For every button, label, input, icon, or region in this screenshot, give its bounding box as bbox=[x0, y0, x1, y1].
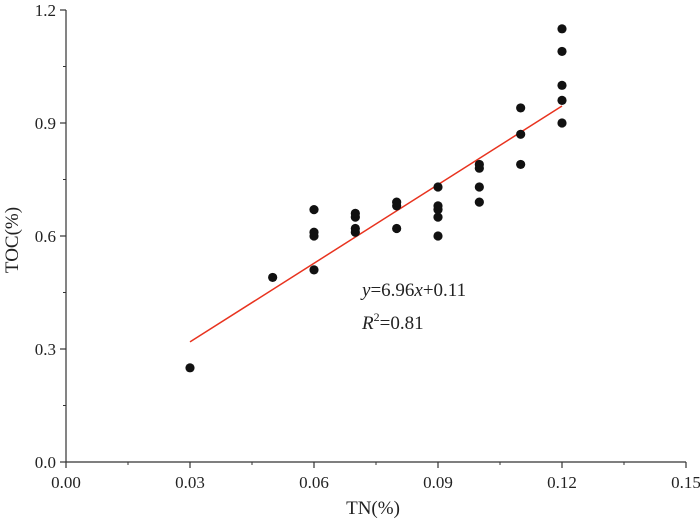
x-tick-label: 0.12 bbox=[547, 473, 577, 492]
data-points bbox=[185, 24, 567, 373]
data-point bbox=[309, 265, 319, 275]
r-squared-r: R bbox=[361, 313, 374, 334]
data-point bbox=[516, 129, 526, 139]
data-point bbox=[433, 201, 443, 211]
data-point bbox=[350, 208, 360, 218]
data-point bbox=[474, 182, 484, 192]
data-point bbox=[433, 231, 443, 241]
y-tick-label: 1.2 bbox=[35, 1, 56, 20]
regression-equation: y=6.96x+0.11 bbox=[360, 280, 466, 301]
data-point bbox=[557, 24, 567, 34]
data-point bbox=[557, 118, 567, 128]
x-tick-label: 0.06 bbox=[299, 473, 329, 492]
y-tick-label: 0.3 bbox=[35, 340, 56, 359]
y-axis-title: TOC(%) bbox=[2, 207, 23, 273]
y-tick-label: 0.0 bbox=[35, 453, 56, 472]
axes: 0.00 0.03 0.06 0.09 0.12 0.15 0.0 0.3 0.6 0.9 1.2 bbox=[35, 1, 700, 492]
r-squared-label: R2=0.81 bbox=[361, 310, 424, 334]
equation-y-var: y bbox=[360, 280, 371, 301]
data-point bbox=[392, 197, 402, 207]
data-point bbox=[557, 80, 567, 90]
x-tick-label: 0.09 bbox=[423, 473, 453, 492]
y-tick-label: 0.6 bbox=[35, 227, 56, 246]
equation-intercept: +0.11 bbox=[423, 280, 466, 301]
fit-line-group bbox=[189, 105, 563, 343]
x-tick-label: 0.00 bbox=[51, 473, 81, 492]
data-point bbox=[474, 159, 484, 170]
equation-slope: =6.96 bbox=[370, 280, 414, 301]
data-point bbox=[516, 159, 526, 170]
data-point bbox=[309, 227, 319, 237]
x-tick-label: 0.15 bbox=[671, 473, 700, 492]
data-point bbox=[392, 223, 402, 234]
data-point bbox=[474, 197, 484, 207]
data-point bbox=[557, 46, 567, 57]
regression-line bbox=[189, 105, 563, 343]
x-tick-label: 0.03 bbox=[175, 473, 205, 492]
x-axis-title: TN(%) bbox=[346, 498, 400, 519]
data-point bbox=[185, 363, 195, 373]
equation-x-var: x bbox=[413, 280, 423, 301]
data-point bbox=[433, 182, 443, 192]
data-point bbox=[268, 272, 278, 283]
y-tick-label: 0.9 bbox=[35, 114, 56, 133]
data-point bbox=[350, 223, 360, 234]
data-point bbox=[309, 205, 319, 215]
data-point bbox=[557, 95, 567, 105]
data-point bbox=[433, 212, 443, 222]
r-squared-value: =0.81 bbox=[380, 313, 424, 334]
r-squared-exponent: 2 bbox=[374, 310, 380, 324]
data-point bbox=[516, 103, 526, 113]
